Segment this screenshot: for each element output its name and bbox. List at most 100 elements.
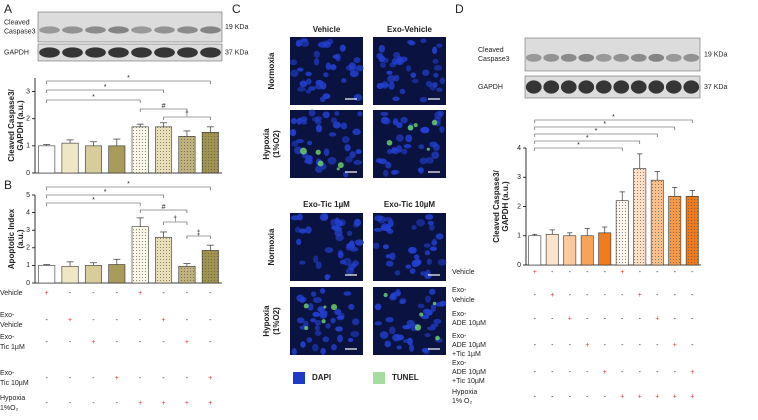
bar (131, 126, 149, 174)
treatment-mark: + (655, 315, 659, 322)
row-label: Hypoxia (0, 395, 25, 402)
nucleus (320, 288, 326, 294)
nucleus (291, 140, 299, 147)
tunel-spot (413, 123, 418, 128)
treatment-mark: - (69, 400, 72, 407)
bar (38, 265, 56, 284)
significance-label: * (127, 181, 130, 188)
nucleus (405, 134, 413, 143)
bar (563, 235, 577, 266)
nucleus (424, 250, 431, 256)
y-tick-label: 3 (517, 174, 521, 181)
treatment-mark: - (674, 369, 677, 376)
treatment-mark: + (91, 339, 95, 346)
y-tick-label: 1 (517, 233, 521, 240)
bar (155, 236, 173, 284)
nucleus (300, 37, 308, 43)
y-tick-label: 1 (26, 262, 30, 269)
blot-label: Cleaved (478, 47, 504, 54)
nucleus (411, 225, 417, 230)
y-axis-label: (a.u.) (16, 229, 25, 248)
nucleus (409, 268, 416, 274)
tunel-spot (414, 324, 422, 331)
nucleus (334, 308, 342, 316)
tunel-spot (386, 139, 393, 146)
legend-label: TUNEL (392, 373, 419, 382)
nucleus (372, 242, 380, 249)
significance-label: * (104, 189, 107, 196)
nucleus (396, 122, 403, 129)
nucleus (313, 255, 319, 263)
nucleus (315, 124, 323, 133)
significance-label: * (586, 135, 589, 142)
nucleus (339, 259, 346, 265)
treatment-mark: - (569, 269, 572, 276)
blot-band (525, 53, 542, 62)
row-label: Exo- (0, 312, 15, 319)
treatment-mark: + (138, 400, 142, 407)
blot-band (85, 26, 106, 34)
blot-band (108, 47, 129, 58)
y-tick-label: 2 (517, 203, 521, 210)
row-label: Exo- (452, 287, 467, 294)
nucleus (384, 223, 391, 232)
nucleus (386, 70, 393, 75)
blot-band (62, 26, 83, 34)
treatment-mark: - (46, 375, 49, 382)
blot-band (578, 53, 595, 62)
nucleus (424, 333, 431, 338)
tunel-spot (383, 292, 388, 298)
y-tick-label: 3 (26, 227, 30, 234)
panel-label: C (232, 2, 241, 16)
blot-band (665, 80, 682, 94)
nucleus (429, 141, 438, 148)
significance-bracket (186, 235, 211, 239)
column-header: Exo-Vehicle (387, 25, 432, 34)
treatment-mark: - (46, 317, 49, 324)
nucleus (392, 333, 401, 342)
treatment-mark: - (586, 369, 589, 376)
row-label: Exo- (452, 333, 467, 340)
nucleus (354, 218, 361, 227)
nucleus (349, 70, 359, 78)
blot-band (648, 80, 665, 94)
tunel-spot (431, 119, 438, 126)
nucleus (306, 140, 313, 146)
nucleus (417, 303, 425, 309)
row-header: Normoxia (267, 52, 276, 89)
nucleus (330, 317, 336, 324)
treatment-mark: - (551, 393, 554, 400)
nucleus (297, 86, 306, 92)
legend-swatch (293, 372, 305, 384)
row-label: Exo- (0, 370, 15, 377)
nucleus (418, 144, 425, 150)
nucleus (429, 82, 437, 91)
nucleus (388, 294, 398, 301)
bar (650, 179, 664, 266)
nucleus (374, 303, 382, 311)
nucleus (353, 160, 363, 165)
row-label: 1%O₂ (0, 405, 19, 412)
nucleus (325, 323, 331, 329)
nucleus (329, 64, 337, 71)
treatment-mark: - (656, 292, 659, 299)
significance-label: * (603, 121, 606, 128)
treatment-mark: - (162, 339, 165, 346)
panel-label: A (4, 2, 12, 16)
treatment-mark: - (534, 315, 537, 322)
nucleus (341, 136, 350, 144)
treatment-mark: - (639, 342, 642, 349)
treatment-mark: + (603, 369, 607, 376)
nucleus (403, 144, 412, 149)
nucleus (310, 318, 317, 323)
bar (108, 145, 126, 174)
bar (84, 145, 102, 174)
row-header: (1%O2) (272, 307, 281, 335)
blot-band (595, 80, 612, 94)
nucleus (439, 300, 447, 307)
blot-band (525, 80, 542, 94)
blot-label: GAPDH (4, 49, 29, 56)
treatment-mark: - (586, 393, 589, 400)
nucleus (408, 40, 416, 46)
nucleus (435, 43, 443, 48)
